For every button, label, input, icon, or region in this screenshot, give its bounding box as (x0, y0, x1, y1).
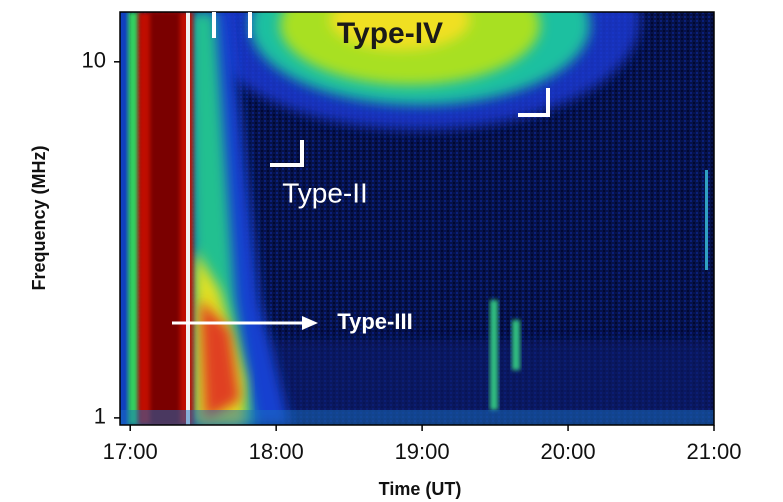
annotation: Type-IV (337, 17, 443, 50)
x-tick-label: 20:00 (541, 439, 596, 464)
annotation-arrowhead (302, 316, 318, 330)
y-axis-label: Frequency (MHz) (29, 145, 49, 290)
x-tick-label: 19:00 (395, 439, 450, 464)
spectrogram-image (120, 12, 714, 425)
x-axis-label: Time (UT) (379, 479, 462, 499)
annotation: Type-III (337, 309, 412, 334)
y-tick-label: 1 (94, 404, 106, 429)
annotation-brackets (212, 12, 550, 167)
x-tick-label: 18:00 (249, 439, 304, 464)
x-tick-label: 21:00 (686, 439, 741, 464)
annotation: Type-II (282, 177, 368, 208)
plot-frame (119, 11, 715, 426)
x-tick-label: 17:00 (103, 439, 158, 464)
y-tick-label: 10 (82, 48, 106, 73)
